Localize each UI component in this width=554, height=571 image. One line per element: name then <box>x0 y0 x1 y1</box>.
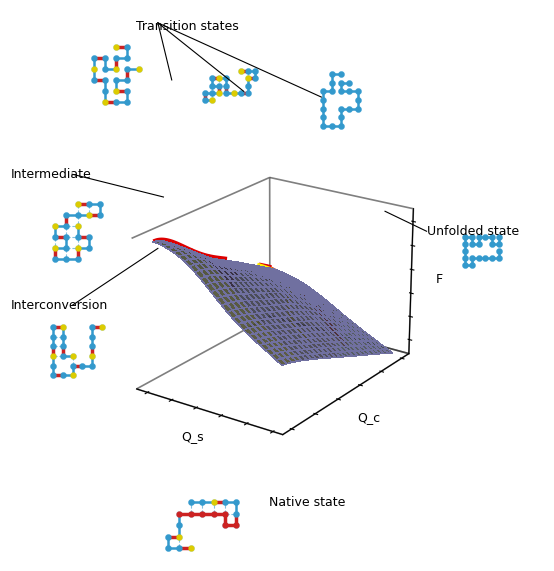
Text: Transition states: Transition states <box>136 20 238 33</box>
Text: Unfolded state: Unfolded state <box>427 225 519 238</box>
Text: Native state: Native state <box>269 496 345 509</box>
Text: Intermediate: Intermediate <box>11 168 92 180</box>
X-axis label: Q_s: Q_s <box>181 430 203 443</box>
Y-axis label: Q_c: Q_c <box>357 411 380 424</box>
Text: Interconversion: Interconversion <box>11 299 109 312</box>
